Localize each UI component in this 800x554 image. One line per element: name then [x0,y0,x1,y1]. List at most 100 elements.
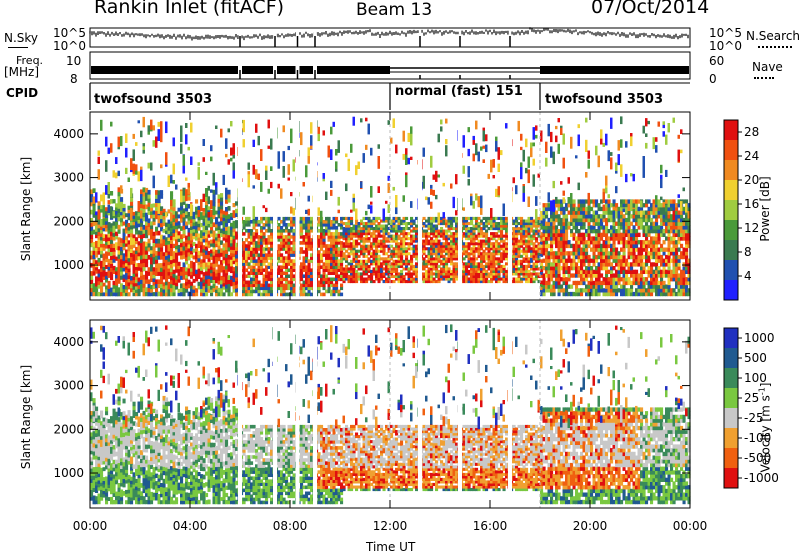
power-cell [142,283,146,288]
power-cell [335,256,339,260]
power-cell [95,224,99,229]
power-cell [327,250,331,254]
power-cell [545,236,549,241]
power-cell [160,287,164,293]
power-cell [142,279,146,284]
power-sparse-cell [472,139,475,145]
power-cell [432,264,436,268]
power-cell [140,197,144,203]
power-cell [585,291,589,297]
power-cell [607,258,611,263]
power-cell [380,244,384,248]
power-cell [532,257,536,261]
power-cell [502,219,506,223]
power-cell [340,241,344,245]
power-cell [375,257,379,261]
power-cell [257,244,261,248]
power-sparse-cell [270,181,273,189]
power-cell [342,234,346,238]
power-cell [467,244,471,248]
power-cell [250,235,254,239]
power-cell [427,254,431,258]
power-cell [202,265,206,270]
power-cell [265,259,269,263]
power-cell [130,236,134,242]
power-cell [560,217,564,223]
power-cell [347,252,351,256]
power-cell [495,262,499,266]
power-cell [432,247,436,251]
power-cell [227,226,231,232]
power-cell [292,268,296,272]
power-cell [582,217,586,223]
power-cell [357,259,361,263]
power-cell [572,262,576,267]
power-cell [167,223,171,228]
power-cell [537,216,541,220]
power-cell [167,261,171,266]
power-cell [190,264,194,269]
power-cell [217,229,221,234]
power-cell [165,266,169,271]
power-cell [412,234,416,238]
power-cell [97,257,101,263]
power-cell [292,262,296,266]
power-cell [525,222,529,226]
power-cell [535,239,539,243]
power-sparse-cell [282,125,285,133]
power-cell [177,292,181,297]
power-cell [290,220,294,224]
power-sparse-cell [147,125,150,132]
power-cell [445,239,449,243]
power-cell [610,254,614,260]
power-cell [337,262,341,266]
power-cell [517,229,521,233]
power-cell [437,257,441,261]
power-cell [277,232,281,236]
power-cell [400,252,404,256]
power-cell [305,247,309,251]
power-cell [400,259,404,263]
power-cell [235,220,239,225]
power-cell [95,282,99,287]
power-cell [455,227,459,231]
power-sparse-cell [345,183,348,192]
power-cell [455,277,459,281]
power-cell [355,232,359,236]
power-cell [167,233,171,238]
power-cell [195,251,199,256]
power-cell [195,247,199,252]
power-cell [132,257,136,261]
power-cell [222,227,226,231]
power-cell [97,235,101,240]
power-cell [132,292,136,297]
power-cell [435,219,439,223]
power-cell [152,231,156,236]
power-cell [285,216,289,221]
power-cell [270,229,274,233]
power-cell [467,272,471,276]
power-cell [145,221,149,226]
power-cell [322,220,326,224]
power-cell [537,252,541,256]
power-cell [515,254,519,258]
power-cell [220,264,224,269]
power-cell [327,256,331,260]
power-cell [557,273,561,278]
power-cell [335,268,339,272]
power-cell [205,208,209,214]
power-cell [380,274,384,278]
power-cell [490,264,494,268]
power-cell [492,267,496,271]
power-cell [512,229,516,233]
power-cell [480,247,484,251]
power-cell [182,287,186,293]
power-cell [467,242,471,246]
power-sparse-cell [257,173,260,180]
power-cell [472,227,476,231]
power-cell [362,224,366,228]
power-cell [110,255,114,260]
power-cell [377,242,381,246]
power-cell [337,259,341,263]
power-cell [377,259,381,263]
